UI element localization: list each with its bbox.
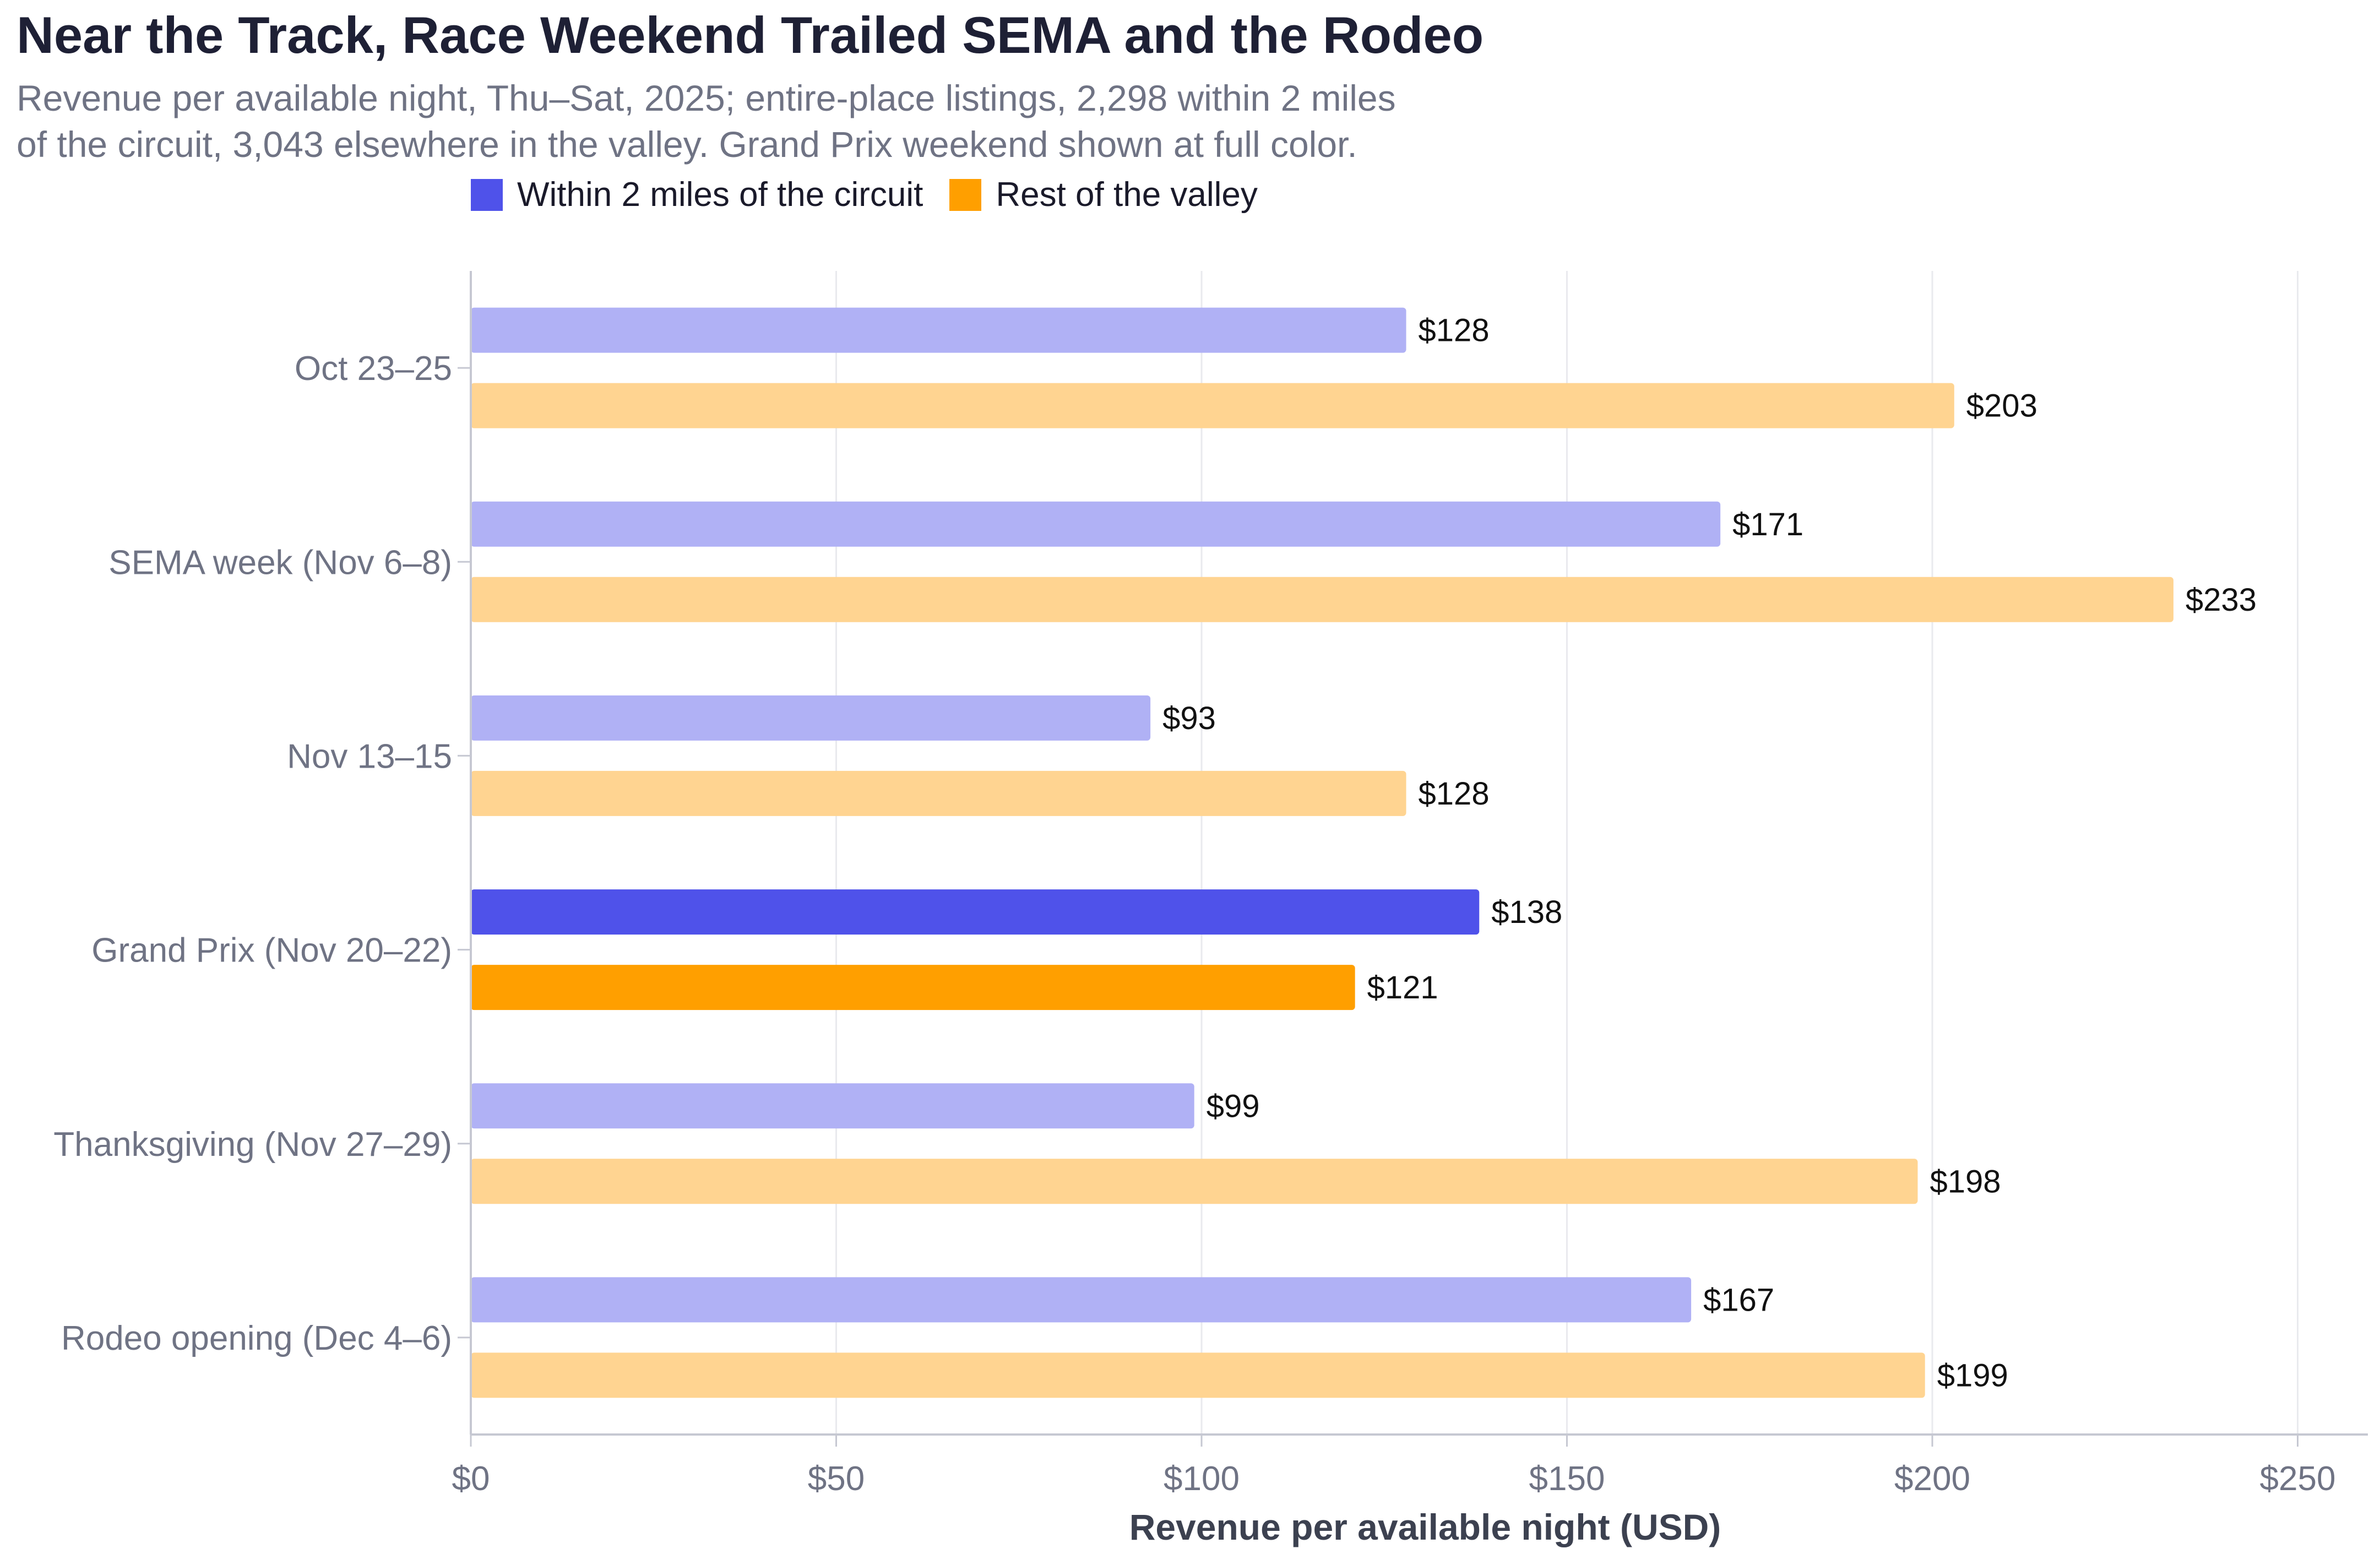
bar-rest-of-valley[interactable]	[471, 577, 2173, 622]
bar-rest-of-valley[interactable]	[471, 770, 1406, 816]
x-tick-label: $50	[808, 1460, 865, 1498]
bar-rest-of-valley[interactable]	[471, 1159, 1918, 1204]
bar-near-circuit[interactable]	[471, 1277, 1692, 1323]
y-tick-label: SEMA week (Nov 6–8)	[108, 544, 452, 582]
x-axis-title: Revenue per available night (USD)	[1129, 1507, 1721, 1547]
legend-item-near-circuit[interactable]: Within 2 miles of the circuit	[471, 175, 923, 214]
gridlines	[835, 271, 2299, 1435]
axes: $0 $50 $100 $150 $200 $250 Oct 23–25 SEMA week …	[53, 271, 2368, 1498]
x-tick-label: $250	[2260, 1460, 2336, 1498]
y-tick-label: Nov 13–15	[287, 737, 452, 775]
bar-value-label: $203	[1966, 388, 2037, 424]
y-tick-label: Rodeo opening (Dec 4–6)	[61, 1319, 452, 1357]
bar-value-label: $199	[1937, 1357, 2008, 1393]
bar-rest-of-valley[interactable]	[471, 1352, 1925, 1398]
x-tick-label: $200	[1894, 1460, 1970, 1498]
subtitle-line-2: of the circuit, 3,043 elsewhere in the v…	[17, 124, 1357, 165]
legend-swatch-rest-of-valley	[949, 178, 982, 211]
bar-near-circuit[interactable]	[471, 307, 1406, 353]
legend-label-near-circuit: Within 2 miles of the circuit	[517, 176, 923, 214]
bar-value-label: $138	[1491, 894, 1562, 930]
bar-rest-of-valley[interactable]	[471, 383, 1954, 428]
chart-title: Near the Track, Race Weekend Trailed SEM…	[17, 6, 1484, 64]
bar-value-label: $93	[1162, 700, 1216, 736]
bar-near-circuit[interactable]	[471, 889, 1480, 935]
x-tick-label: $0	[452, 1460, 490, 1498]
bar-value-label: $128	[1419, 313, 1490, 349]
bar-value-label: $121	[1367, 970, 1438, 1006]
bar-value-label: $198	[1930, 1164, 2001, 1199]
x-tick-label: $100	[1164, 1460, 1240, 1498]
bar-near-circuit[interactable]	[471, 695, 1151, 741]
bar-value-label: $99	[1207, 1088, 1260, 1124]
bar-value-label: $171	[1732, 507, 1803, 542]
bar-value-label: $233	[2186, 582, 2257, 618]
bars: $128 $203 $171 $233 $93 $128 $138 $121 $99 $198 $1…	[471, 307, 2257, 1398]
y-tick-label: Oct 23–25	[295, 350, 452, 388]
bar-near-circuit[interactable]	[471, 501, 1721, 547]
x-tick-label: $150	[1529, 1460, 1605, 1498]
bar-value-label: $167	[1703, 1282, 1774, 1318]
y-tick-label: Grand Prix (Nov 20–22)	[91, 932, 452, 970]
legend-label-rest-of-valley: Rest of the valley	[996, 176, 1258, 214]
bar-near-circuit[interactable]	[471, 1083, 1194, 1129]
chart-legend: Within 2 miles of the circuit Rest of th…	[471, 175, 1284, 214]
subtitle-line-1: Revenue per available night, Thu–Sat, 20…	[17, 78, 1396, 118]
chart-subtitle: Revenue per available night, Thu–Sat, 20…	[17, 75, 1613, 167]
y-tick-label: Thanksgiving (Nov 27–29)	[53, 1126, 452, 1164]
bar-rest-of-valley[interactable]	[471, 965, 1355, 1010]
bar-value-label: $128	[1419, 776, 1490, 812]
legend-item-rest-of-valley[interactable]: Rest of the valley	[949, 175, 1258, 214]
legend-swatch-near-circuit	[471, 178, 503, 211]
